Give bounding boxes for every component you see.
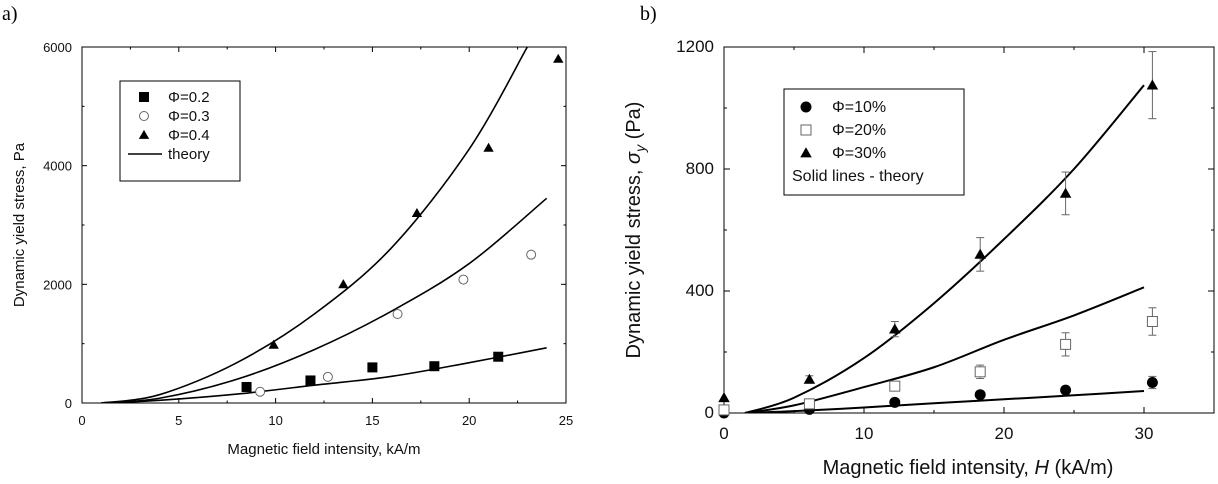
panel-a-ytick-label: 6000: [43, 40, 72, 55]
panel-b-point-open-square: [718, 404, 730, 416]
panel-a-legend: Φ=0.2 Φ=0.3 Φ=0.4 theory: [119, 80, 241, 182]
panel-a-legend-theory-label: theory: [168, 146, 210, 163]
panel-b-chart: 0 10 20 30 0 400 800 1200 Φ=10% Φ=20% Φ=30% Solid l…: [676, 37, 1215, 443]
panel-b-point-filled-triangle: [1059, 187, 1072, 198]
panel-a-point-filled-triangle: [268, 339, 279, 349]
panel-a-legend-marker: [138, 129, 150, 139]
panel-a-point-open-circle: [392, 309, 403, 319]
panel-b-legend-marker: [800, 147, 812, 158]
panel-b-point-filled-triangle: [1146, 79, 1159, 90]
panel-b-xtick-label: 30: [1135, 424, 1154, 443]
panel-a-ytick-label: 2000: [43, 277, 72, 292]
panel-a-point-open-circle: [255, 386, 266, 397]
panel-b-point-open-square: [1060, 338, 1072, 350]
panel-b-theory-curve: [744, 84, 1145, 413]
panel-a-xlabel: Magnetic field intensity, kA/m: [227, 441, 420, 458]
panel-a-point-filled-triangle: [553, 53, 564, 63]
panel-b-ytick-label: 400: [686, 281, 714, 300]
panel-a-theory-curve: [101, 197, 548, 403]
panel-b-xtick-label: 10: [855, 424, 874, 443]
panel-b-point-filled-circle: [1146, 377, 1158, 388]
panel-b-ylabel: Dynamic yield stress, σy (Pa): [623, 102, 648, 359]
panel-b-point-open-square: [974, 366, 986, 378]
panel-b-xlabel-var: H: [1035, 457, 1050, 479]
panel-b-point-filled-circle: [974, 389, 986, 401]
panel-a-point-filled-triangle: [411, 207, 423, 218]
panel-b-point-filled-circle: [889, 396, 901, 408]
panel-b-point-filled-circle: [1060, 384, 1072, 396]
panel-b-ylabel-unit: (Pa): [623, 102, 645, 145]
panel-a-point-filled-square: [305, 375, 316, 386]
panel-b-xlabel-unit: (kA/m): [1049, 457, 1113, 479]
panel-b-theory-group: [744, 84, 1145, 413]
panel-a-point-filled-square: [367, 362, 378, 373]
panel-a-legend-box: [119, 80, 241, 182]
panel-a-legend-label: Φ=0.3: [168, 108, 210, 125]
panel-a-point-filled-triangle: [338, 279, 349, 289]
panel-b-legend-note: Solid lines - theory: [792, 168, 924, 185]
panel-a-point-filled-square: [429, 361, 440, 372]
panel-a-xtick-label: 20: [462, 413, 476, 428]
panel-b-point-filled-triangle: [889, 323, 901, 334]
panel-b-point-filled-triangle: [974, 248, 986, 259]
panel-b-ytick-label: 0: [705, 403, 714, 422]
panel-a-point-open-circle: [526, 249, 537, 260]
panel-b-legend-label: Φ=30%: [832, 145, 886, 162]
panel-b-xlabel: Magnetic field intensity, H (kA/m): [823, 457, 1114, 479]
panel-b-legend-label: Φ=10%: [832, 99, 886, 116]
panel-b-point-filled-triangle: [718, 392, 730, 403]
panel-a-theory-curve: [101, 47, 528, 403]
panel-b-xlabel-main: Magnetic field intensity,: [823, 457, 1035, 479]
panel-b-legend-marker: [800, 124, 812, 136]
panel-a-point-open-circle: [322, 371, 333, 382]
panel-b-label: b): [640, 3, 657, 25]
panel-a-xtick-label: 10: [268, 413, 282, 428]
panel-a-ytick-label: 0: [65, 396, 72, 411]
panel-b-legend-box: [783, 88, 965, 196]
panel-a-chart: 0 5 10 15 20 25 0 2000 4000 6000 Φ=0.2 Φ=0.3 Φ=0.4 th…: [43, 40, 573, 428]
panel-b-point-filled-triangle: [803, 373, 816, 384]
panel-b-ylabel-main: Dynamic yield stress,: [623, 164, 645, 359]
panel-b-ylabel-sub: y: [632, 144, 648, 153]
panel-b-legend: Φ=10% Φ=20% Φ=30% Solid lines - theory: [783, 88, 965, 196]
panel-a-legend-marker: [139, 111, 149, 121]
panel-b-theory-curve: [744, 390, 1145, 413]
panel-b-legend-label: Φ=20%: [832, 122, 886, 139]
panel-b-point-open-square: [1146, 316, 1158, 327]
panel-a-xtick-label: 15: [365, 413, 379, 428]
panel-a-point-filled-triangle: [483, 142, 494, 152]
panel-b-point-open-square: [889, 380, 901, 392]
panel-a-xtick-label: 25: [559, 413, 573, 428]
panel-b-legend-marker: [800, 101, 812, 113]
panel-b-point-open-square: [803, 398, 815, 410]
panel-a-point-open-circle: [458, 274, 469, 285]
panel-a-legend-label: Φ=0.2: [168, 89, 210, 106]
panel-b-ytick-label: 800: [686, 159, 714, 178]
panel-a-point-filled-square: [241, 381, 252, 392]
panel-a-ylabel: Dynamic yield stress, Pa: [11, 142, 28, 307]
panel-a-legend-marker: [139, 92, 149, 102]
panel-a-label: a): [2, 3, 18, 25]
panel-b-ytick-label: 1200: [676, 37, 714, 56]
panel-a-ytick-label: 4000: [43, 159, 72, 174]
panel-a-point-filled-square: [493, 351, 504, 362]
panel-b-ylabel-sym: σ: [623, 151, 645, 164]
panel-a-xtick-label: 0: [78, 413, 85, 428]
panel-a-legend-label: Φ=0.4: [168, 127, 210, 144]
panel-b-xtick-label: 0: [719, 424, 728, 443]
panel-b-xtick-label: 20: [995, 424, 1014, 443]
panel-b-theory-curve: [744, 286, 1145, 413]
panel-a-xtick-label: 5: [175, 413, 182, 428]
